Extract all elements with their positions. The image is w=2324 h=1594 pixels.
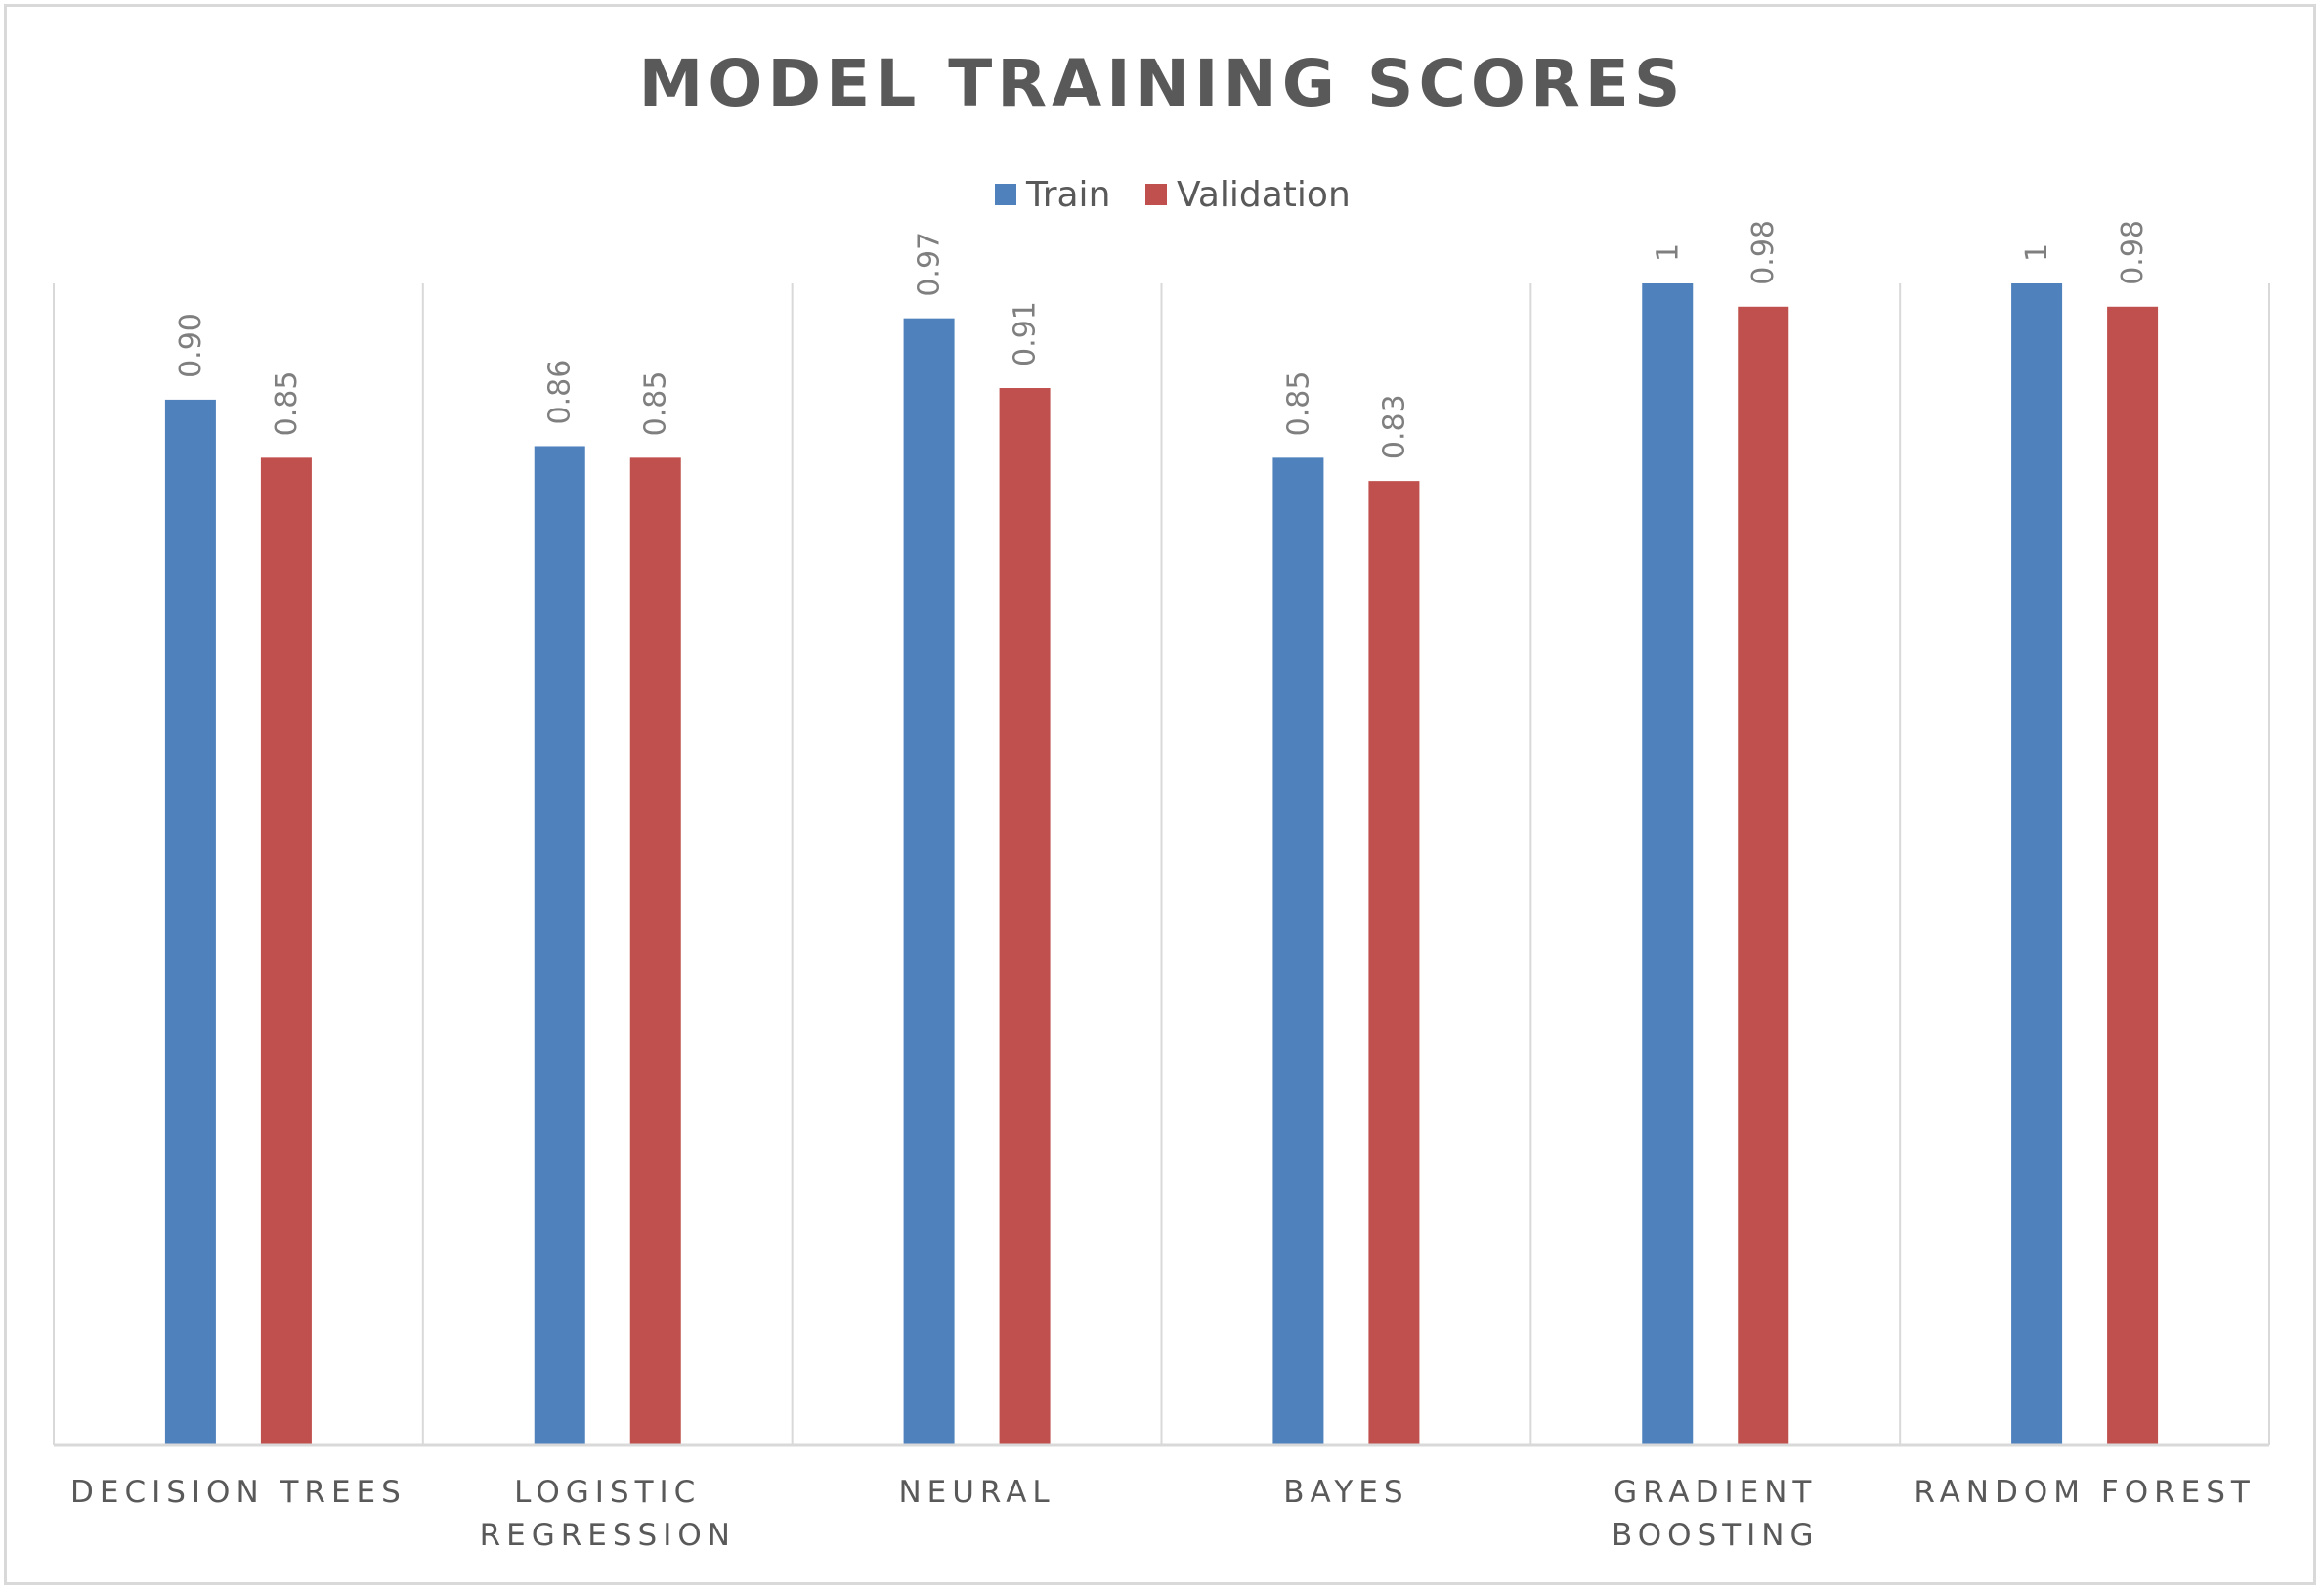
chart-title: MODEL TRAINING SCORES — [639, 46, 1686, 121]
train-bar — [1642, 283, 1694, 1445]
category-label: RANDOM FOREST — [1914, 1475, 2256, 1510]
category-label: REGRESSION — [480, 1518, 736, 1553]
data-labels: 0.90 0.86 0.97 0.85 1 1 0.85 0.85 0.91 0.83 0.98 0.… — [174, 220, 2150, 459]
legend-swatch-train — [995, 184, 1016, 205]
validation-bar — [999, 388, 1051, 1445]
validation-bar — [2107, 306, 2159, 1445]
validation-data-label: 0.91 — [1009, 301, 1043, 366]
category-labels: DECISION TREES LOGISTIC REGRESSION NEURAL BA… — [70, 1475, 2256, 1553]
train-data-label: 0.86 — [543, 360, 578, 425]
validation-data-label: 0.98 — [2116, 220, 2150, 285]
train-data-label: 1 — [2020, 243, 2054, 262]
bars — [164, 283, 2159, 1446]
category-label: LOGISTIC — [514, 1475, 701, 1510]
validation-bar — [629, 457, 681, 1446]
chart-frame — [4, 4, 2316, 1585]
train-bar — [903, 318, 955, 1445]
validation-bar — [1738, 306, 1789, 1445]
category-label: GRADIENT — [1614, 1475, 1817, 1510]
validation-data-label: 0.85 — [270, 371, 304, 437]
legend-swatch-validation — [1145, 184, 1167, 205]
legend-label-train: Train — [1025, 175, 1110, 215]
validation-data-label: 0.98 — [1746, 220, 1781, 285]
train-data-label: 1 — [1651, 243, 1685, 262]
category-label: BAYES — [1283, 1475, 1408, 1510]
validation-data-label: 0.83 — [1377, 394, 1411, 459]
train-data-label: 0.97 — [913, 232, 947, 297]
train-bar — [2011, 283, 2063, 1445]
train-bar — [164, 399, 216, 1445]
legend-label-validation: Validation — [1177, 175, 1351, 215]
train-bar — [534, 446, 585, 1446]
legend: Train Validation — [995, 175, 1351, 215]
category-gridlines — [53, 283, 2270, 1445]
train-bar — [1272, 457, 1324, 1446]
train-data-label: 0.90 — [174, 313, 208, 378]
validation-bar — [1368, 481, 1420, 1445]
validation-bar — [260, 457, 312, 1446]
category-label: DECISION TREES — [70, 1475, 407, 1510]
train-data-label: 0.85 — [1281, 371, 1315, 437]
validation-data-label: 0.85 — [639, 371, 673, 437]
category-label: BOOSTING — [1612, 1518, 1820, 1553]
category-label: NEURAL — [898, 1475, 1054, 1510]
